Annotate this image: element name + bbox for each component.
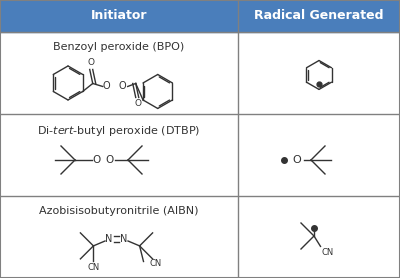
Text: Benzoyl peroxide (BPO): Benzoyl peroxide (BPO) — [53, 42, 185, 52]
Text: O: O — [119, 81, 126, 91]
Text: CN: CN — [150, 259, 162, 269]
Text: O: O — [106, 155, 114, 165]
Text: N: N — [105, 234, 113, 244]
Text: O: O — [134, 100, 141, 108]
Text: Radical Generated: Radical Generated — [254, 9, 384, 23]
Text: Initiator: Initiator — [91, 9, 147, 23]
Bar — [0, 0, 400, 32]
Text: CN: CN — [322, 248, 334, 257]
Text: O: O — [93, 155, 101, 165]
Text: Azobisisobutyronitrile (AIBN): Azobisisobutyronitrile (AIBN) — [39, 206, 199, 216]
Text: O: O — [293, 155, 301, 165]
Text: CN: CN — [87, 264, 100, 272]
Text: Di-$\it{tert}$-butyl peroxide (DTBP): Di-$\it{tert}$-butyl peroxide (DTBP) — [37, 124, 201, 138]
Text: N: N — [120, 234, 128, 244]
Text: O: O — [103, 81, 110, 91]
Text: O: O — [87, 58, 94, 68]
